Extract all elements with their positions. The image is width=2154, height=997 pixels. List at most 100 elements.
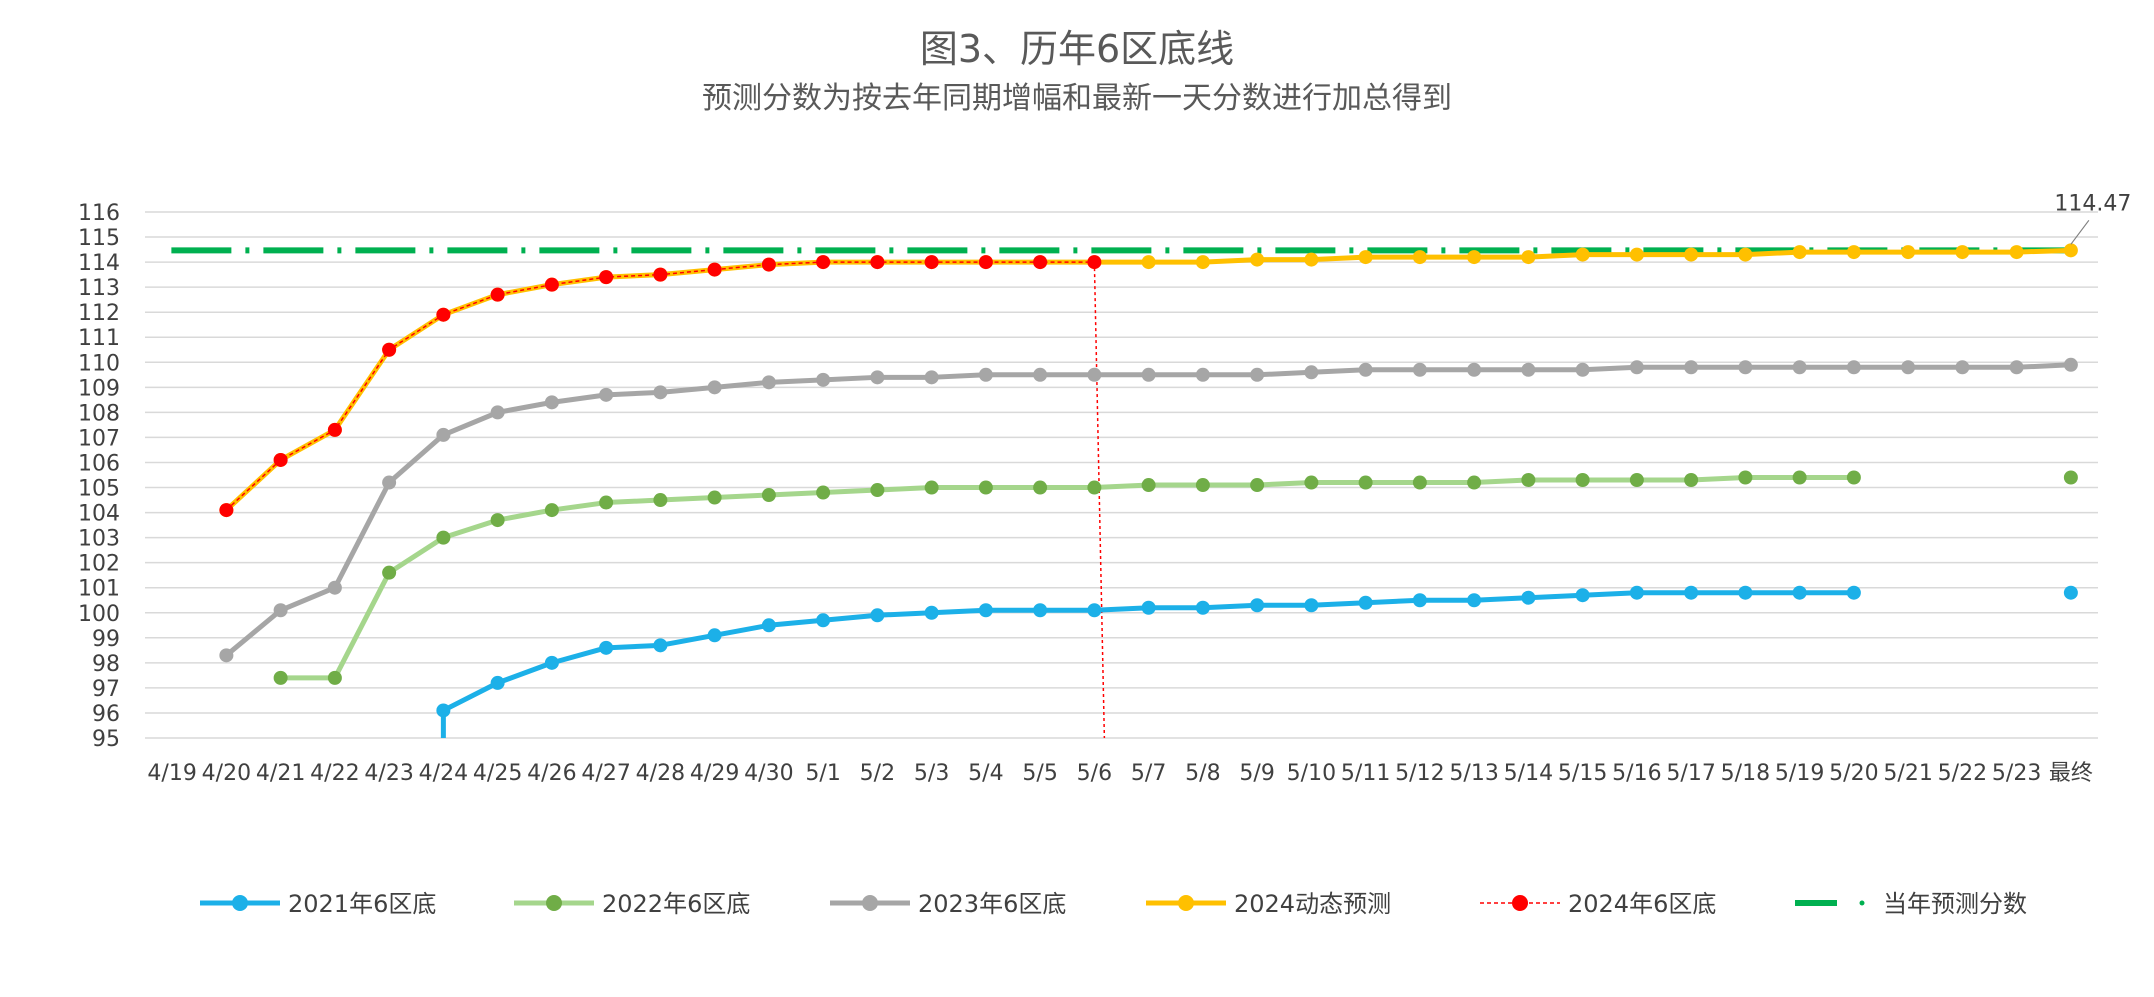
vertical-marker-line bbox=[1093, 262, 1106, 739]
series-4 bbox=[219, 255, 1102, 518]
legend-label: 2022年6区底 bbox=[602, 890, 750, 918]
y-tick-label: 106 bbox=[78, 451, 120, 476]
data-point bbox=[436, 530, 451, 545]
data-point bbox=[761, 488, 776, 503]
data-point bbox=[1467, 362, 1482, 377]
data-point bbox=[1141, 367, 1156, 382]
data-point bbox=[382, 565, 397, 580]
data-point bbox=[327, 422, 342, 437]
y-tick-label: 100 bbox=[78, 602, 120, 627]
legend-item: 2023年6区底 bbox=[830, 890, 1066, 918]
data-point bbox=[761, 375, 776, 390]
data-point bbox=[870, 370, 885, 385]
x-tick-label: 5/2 bbox=[860, 761, 895, 786]
y-tick-label: 103 bbox=[78, 527, 120, 552]
data-point bbox=[870, 608, 885, 623]
data-point bbox=[490, 405, 505, 420]
x-tick-label: 5/4 bbox=[968, 761, 1003, 786]
data-point bbox=[382, 342, 397, 357]
data-point bbox=[707, 262, 722, 277]
data-point bbox=[1846, 360, 1861, 375]
data-point bbox=[816, 613, 831, 628]
x-tick-label: 最终 bbox=[2049, 761, 2093, 786]
data-point bbox=[1412, 362, 1427, 377]
series-layer bbox=[171, 243, 2078, 738]
data-point bbox=[1412, 475, 1427, 490]
x-tick-label: 5/18 bbox=[1721, 761, 1770, 786]
y-tick-label: 108 bbox=[78, 401, 120, 426]
legend-item: 2022年6区底 bbox=[514, 890, 750, 918]
data-point bbox=[1250, 367, 1265, 382]
annotation-leader bbox=[2070, 219, 2090, 245]
vertical-marker bbox=[1093, 262, 1106, 739]
y-tick-label: 104 bbox=[78, 502, 120, 527]
data-point bbox=[327, 670, 342, 685]
data-point bbox=[1792, 245, 1807, 260]
legend-label: 2024年6区底 bbox=[1568, 890, 1716, 918]
chart-title: 图3、历年6区底线 bbox=[920, 27, 1234, 71]
data-point bbox=[924, 255, 939, 270]
x-tick-label: 4/29 bbox=[690, 761, 739, 786]
data-point bbox=[1738, 585, 1753, 600]
data-point bbox=[599, 387, 614, 402]
y-tick-label: 102 bbox=[78, 552, 120, 577]
data-point bbox=[490, 675, 505, 690]
data-point bbox=[924, 605, 939, 620]
data-point bbox=[1629, 360, 1644, 375]
data-point bbox=[1575, 362, 1590, 377]
data-point bbox=[1087, 480, 1102, 495]
legend-swatch bbox=[1178, 895, 1194, 911]
x-tick-label: 5/3 bbox=[914, 761, 949, 786]
data-point bbox=[1412, 593, 1427, 608]
data-point bbox=[870, 483, 885, 498]
y-tick-label: 97 bbox=[92, 677, 120, 702]
data-point bbox=[924, 480, 939, 495]
data-point bbox=[2063, 470, 2078, 485]
legend-swatch bbox=[1859, 900, 1865, 906]
x-axis: 4/19 4/20 4/21 4/22 4/23 4/24 4/25 4/26 4/27 4/28… bbox=[147, 761, 2092, 786]
data-point bbox=[382, 475, 397, 490]
x-tick-label: 5/14 bbox=[1504, 761, 1553, 786]
y-tick-label: 116 bbox=[78, 201, 120, 226]
data-point bbox=[2009, 360, 2024, 375]
x-tick-label: 4/20 bbox=[202, 761, 251, 786]
data-point bbox=[1955, 360, 1970, 375]
x-tick-label: 4/23 bbox=[364, 761, 413, 786]
data-point bbox=[816, 255, 831, 270]
data-point bbox=[273, 452, 288, 467]
data-point bbox=[1901, 245, 1916, 260]
data-point bbox=[1412, 250, 1427, 265]
y-tick-label: 109 bbox=[78, 376, 120, 401]
data-point bbox=[653, 267, 668, 282]
data-point bbox=[1304, 598, 1319, 613]
annotations: 114.47 bbox=[2054, 191, 2131, 245]
data-point bbox=[544, 277, 559, 292]
x-tick-label: 4/27 bbox=[581, 761, 630, 786]
x-tick-label: 5/16 bbox=[1612, 761, 1661, 786]
x-tick-label: 5/23 bbox=[1992, 761, 2041, 786]
data-point bbox=[1250, 252, 1265, 267]
legend-label: 2024动态预测 bbox=[1234, 890, 1391, 918]
x-tick-label: 5/1 bbox=[805, 761, 840, 786]
y-tick-label: 95 bbox=[92, 727, 120, 752]
data-point bbox=[1629, 247, 1644, 262]
data-point bbox=[490, 513, 505, 528]
data-point bbox=[273, 670, 288, 685]
data-point bbox=[1629, 585, 1644, 600]
data-point bbox=[1195, 600, 1210, 615]
data-point bbox=[1358, 250, 1373, 265]
data-point bbox=[1087, 367, 1102, 382]
data-point bbox=[1304, 252, 1319, 267]
legend-swatch bbox=[546, 895, 562, 911]
data-point bbox=[1684, 247, 1699, 262]
x-tick-label: 5/5 bbox=[1022, 761, 1057, 786]
data-point bbox=[1087, 603, 1102, 618]
x-tick-label: 5/10 bbox=[1287, 761, 1336, 786]
y-tick-label: 105 bbox=[78, 477, 120, 502]
data-point bbox=[1358, 595, 1373, 610]
data-point bbox=[436, 307, 451, 322]
x-tick-label: 4/28 bbox=[636, 761, 685, 786]
data-point bbox=[816, 485, 831, 500]
data-point bbox=[1846, 470, 1861, 485]
legend-swatch bbox=[862, 895, 878, 911]
